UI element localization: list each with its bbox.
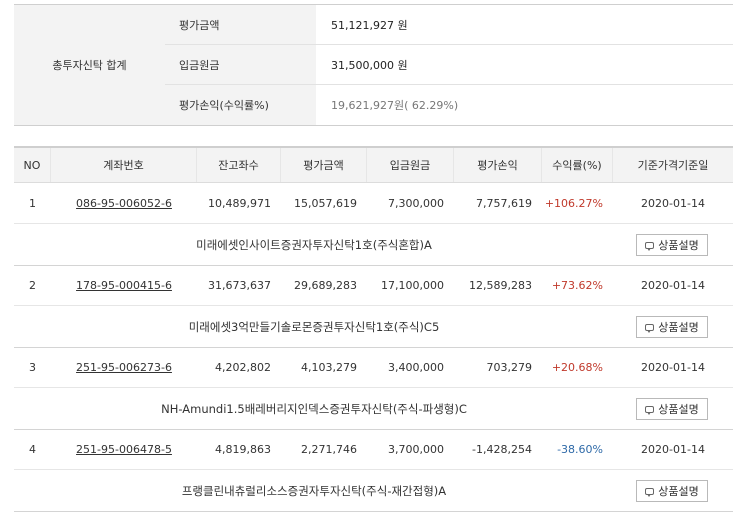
row-no: 3 bbox=[29, 361, 36, 374]
product-row: 미래에셋인사이트증권자투자신탁1호(주식혼합)A 상품설명 bbox=[14, 224, 733, 266]
account-cell: 251-95-006273-6 bbox=[51, 348, 197, 387]
speech-bubble-icon bbox=[645, 241, 655, 251]
summary-label: 평가손익(수익률%) bbox=[165, 85, 316, 125]
account-link[interactable]: 251-95-006273-6 bbox=[76, 361, 172, 374]
units-cell: 31,673,637 bbox=[208, 279, 271, 292]
summary-label: 평가금액 bbox=[165, 5, 316, 44]
date-cell: 2020-01-14 bbox=[641, 279, 705, 292]
product-name: 미래에셋3억만들기솔로몬증권투자신탁1호(주식)C5 bbox=[188, 319, 440, 334]
table-header: NO 계좌번호 잔고좌수 평가금액 입금원금 평가손익 수익률(%) 기준가격기… bbox=[14, 148, 733, 183]
summary-label: 입금원금 bbox=[165, 45, 316, 84]
summary-box: 총투자신탁 합계 평가금액 51,121,927 원 입금원금 31,500,0… bbox=[14, 4, 733, 126]
rate-cell: +106.27% bbox=[544, 197, 603, 210]
rate-cell: +20.68% bbox=[551, 361, 603, 374]
summary-value: 19,621,927원( 62.29%) bbox=[331, 99, 459, 112]
product-row: NH-Amundi1.5배레버리지인덱스증권투자신탁(주식-파생형)C 상품설명 bbox=[14, 388, 733, 430]
account-link[interactable]: 178-95-000415-6 bbox=[76, 279, 172, 292]
header-no: NO bbox=[14, 148, 51, 182]
product-name: 미래에셋인사이트증권자투자신탁1호(주식혼합)A bbox=[196, 237, 432, 252]
row-no: 1 bbox=[29, 197, 36, 210]
summary-value: 31,500,000 원 bbox=[331, 58, 408, 72]
principal-cell: 17,100,000 bbox=[381, 279, 444, 292]
principal-cell: 3,700,000 bbox=[388, 443, 444, 456]
speech-bubble-icon bbox=[645, 487, 655, 497]
header-account: 계좌번호 bbox=[51, 148, 197, 182]
eval-cell: 4,103,279 bbox=[301, 361, 357, 374]
eval-cell: 15,057,619 bbox=[294, 197, 357, 210]
pl-cell: 12,589,283 bbox=[469, 279, 532, 292]
principal-cell: 7,300,000 bbox=[388, 197, 444, 210]
eval-cell: 2,271,746 bbox=[301, 443, 357, 456]
table-row: 2 178-95-000415-6 31,673,637 29,689,283 … bbox=[14, 266, 733, 306]
speech-bubble-icon bbox=[645, 405, 655, 415]
summary-row-principal: 입금원금 31,500,000 원 bbox=[165, 45, 733, 85]
pl-cell: 703,279 bbox=[486, 361, 533, 374]
product-info-button[interactable]: 상품설명 bbox=[636, 398, 708, 420]
header-eval: 평가금액 bbox=[281, 148, 367, 182]
header-principal: 입금원금 bbox=[367, 148, 454, 182]
product-name: 프랭클린내츄럴리소스증권자투자신탁(주식-재간접형)A bbox=[181, 483, 447, 498]
button-label: 상품설명 bbox=[658, 321, 699, 334]
product-info-button[interactable]: 상품설명 bbox=[636, 480, 708, 502]
summary-row-pl: 평가손익(수익률%) 19,621,927원( 62.29%) bbox=[165, 85, 733, 125]
summary-value: 51,121,927 원 bbox=[331, 18, 408, 32]
account-link[interactable]: 086-95-006052-6 bbox=[76, 197, 172, 210]
date-cell: 2020-01-14 bbox=[641, 197, 705, 210]
pl-cell: 7,757,619 bbox=[476, 197, 532, 210]
product-row: 프랭클린내츄럴리소스증권자투자신탁(주식-재간접형)A 상품설명 bbox=[14, 470, 733, 512]
units-cell: 10,489,971 bbox=[208, 197, 271, 210]
row-no: 2 bbox=[29, 279, 36, 292]
units-cell: 4,819,863 bbox=[215, 443, 271, 456]
account-link[interactable]: 251-95-006478-5 bbox=[76, 443, 172, 456]
account-cell: 086-95-006052-6 bbox=[51, 184, 197, 223]
summary-row-eval: 평가금액 51,121,927 원 bbox=[165, 5, 733, 45]
account-cell: 178-95-000415-6 bbox=[51, 266, 197, 305]
header-rate: 수익률(%) bbox=[542, 148, 613, 182]
button-label: 상품설명 bbox=[658, 403, 699, 416]
speech-bubble-icon bbox=[645, 323, 655, 333]
rate-cell: -38.60% bbox=[557, 443, 603, 456]
button-label: 상품설명 bbox=[658, 485, 699, 498]
product-info-button[interactable]: 상품설명 bbox=[636, 316, 708, 338]
header-units: 잔고좌수 bbox=[197, 148, 281, 182]
pl-cell: -1,428,254 bbox=[472, 443, 532, 456]
product-info-button[interactable]: 상품설명 bbox=[636, 234, 708, 256]
product-name: NH-Amundi1.5배레버리지인덱스증권투자신탁(주식-파생형)C bbox=[161, 401, 467, 416]
table-row: 4 251-95-006478-5 4,819,863 2,271,746 3,… bbox=[14, 430, 733, 470]
date-cell: 2020-01-14 bbox=[641, 361, 705, 374]
table-row: 3 251-95-006273-6 4,202,802 4,103,279 3,… bbox=[14, 348, 733, 388]
row-no: 4 bbox=[29, 443, 36, 456]
eval-cell: 29,689,283 bbox=[294, 279, 357, 292]
header-pl: 평가손익 bbox=[454, 148, 542, 182]
account-cell: 251-95-006478-5 bbox=[51, 430, 197, 469]
units-cell: 4,202,802 bbox=[215, 361, 271, 374]
summary-title: 총투자신탁 합계 bbox=[14, 5, 165, 125]
button-label: 상품설명 bbox=[658, 239, 699, 252]
header-date: 기준가격기준일 bbox=[637, 159, 709, 172]
fund-table: NO 계좌번호 잔고좌수 평가금액 입금원금 평가손익 수익률(%) 기준가격기… bbox=[14, 146, 733, 512]
date-cell: 2020-01-14 bbox=[641, 443, 705, 456]
rate-cell: +73.62% bbox=[551, 279, 603, 292]
principal-cell: 3,400,000 bbox=[388, 361, 444, 374]
product-row: 미래에셋3억만들기솔로몬증권투자신탁1호(주식)C5 상품설명 bbox=[14, 306, 733, 348]
table-row: 1 086-95-006052-6 10,489,971 15,057,619 … bbox=[14, 184, 733, 224]
